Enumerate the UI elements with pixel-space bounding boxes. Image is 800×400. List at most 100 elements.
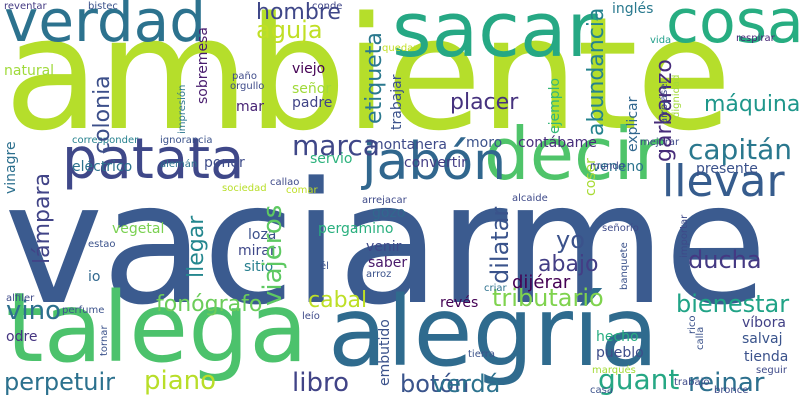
word-veneno: veneno [592, 159, 644, 175]
word-mejorar: mejorar [640, 137, 680, 148]
word-decir: decir [484, 112, 664, 196]
word-odre: odre [6, 329, 38, 345]
word-reventar: reventar [4, 1, 47, 12]
word-arroz: arroz [366, 269, 392, 280]
word-marca: marca [292, 129, 380, 162]
word-bronce: bronce [714, 385, 749, 396]
word-orgullo: orgullo [230, 81, 265, 92]
word-cosa: cosa [666, 0, 800, 57]
word-abundancia: abundancia [584, 7, 609, 136]
word-sociedad: sociedad [222, 183, 267, 194]
word-trabajar: trabajar [389, 74, 405, 130]
word-placer: placer [450, 90, 519, 115]
word-sacar: sacar [392, 0, 598, 74]
word-presente: presente [696, 161, 758, 177]
word-coser: coser [583, 158, 599, 196]
word-sitio: sitio [244, 259, 274, 275]
word-criar: criar [484, 283, 507, 294]
word-pano: paño [232, 71, 257, 82]
word-ducha: ducha [688, 246, 762, 274]
word-tienda: tienda [744, 349, 789, 365]
word-etiqueta: etiqueta [362, 32, 387, 124]
word-impresion: impresión [177, 84, 188, 134]
word-quedar: quedar [382, 43, 418, 54]
word-trabajo: trabajo [674, 377, 710, 388]
word-ignorancia: ignorancia [160, 135, 213, 146]
word-bistec: bistec [88, 1, 118, 12]
word-bienestar: bienestar [676, 290, 790, 318]
word-perfume: perfume [62, 305, 105, 316]
word-seguir: seguir [756, 365, 787, 376]
word-mirar: mirar [238, 243, 276, 259]
word-comar: comar [286, 185, 318, 196]
word-ejemplo: ejemplo [547, 77, 563, 134]
word-abajo: abajo [538, 252, 599, 277]
word-pergamino: pergamino [318, 221, 394, 237]
word-dijerar: dijérar [512, 272, 571, 293]
word-leio: leío [302, 311, 320, 322]
word-verda: verdá [432, 370, 501, 398]
word-callao: callao [270, 177, 300, 188]
word-convertir: convertir [404, 155, 467, 171]
word-jabon: jabón [362, 132, 507, 192]
word-vegetal: vegetal [112, 221, 165, 237]
word-corresponder: corresponder [72, 135, 139, 146]
word-mar: mar [236, 99, 264, 115]
word-sobremesa: sobremesa [195, 27, 211, 104]
word-talega: talega [6, 272, 308, 384]
word-aleman: alemán [160, 159, 198, 170]
word-electrico: eléctrico [72, 159, 133, 175]
word-respirar: respirar [736, 33, 775, 44]
word-calla: calla [695, 326, 706, 350]
word-mundo: mundo [590, 161, 625, 172]
word-tributario: tributario [492, 284, 604, 312]
word-venir: venir [366, 239, 402, 255]
word-casa: casa [590, 385, 613, 396]
word-el: él [320, 261, 329, 272]
word-vida: vida [650, 35, 672, 46]
word-viajeros: viajeros [258, 204, 288, 306]
word-conde: conde [312, 1, 343, 12]
word-yo: yo [556, 226, 585, 254]
word-poner: poner [204, 155, 245, 171]
word-ingles: inglés [612, 1, 654, 17]
word-arrojasel: arrojásel [659, 80, 670, 124]
word-tierra: tierra [468, 349, 496, 360]
word-importar: importar [679, 214, 690, 258]
word-estao: estao [88, 239, 116, 250]
word-embutido: embutido [377, 319, 393, 386]
word-tornar: tornar [99, 325, 110, 356]
word-lampara: lámpara [30, 173, 55, 264]
word-hombre: hombre [256, 0, 341, 25]
word-saber: saber [368, 255, 408, 271]
word-verdad: verdad [4, 0, 207, 55]
word-capitan: capitán [688, 133, 792, 166]
word-llevar: llevar [662, 156, 785, 207]
word-moro: moro [466, 135, 503, 151]
word-vaciarme: vaciarme [4, 146, 767, 342]
word-maquina: máquina [704, 92, 800, 117]
word-gozo: gozo [372, 205, 406, 221]
word-reinar: reinar [688, 368, 765, 398]
word-piano: piano [144, 366, 217, 396]
word-contabame: contábame [518, 135, 597, 151]
word-io: io [88, 269, 101, 285]
word-pueblo: pueblo [596, 345, 644, 361]
word-fonografo: fonógrafo [156, 292, 263, 317]
word-llegar: llegar [184, 215, 209, 278]
word-senor: señor [292, 81, 332, 97]
word-vinagre: vinagre [3, 141, 19, 194]
word-ambiente: ambiente [4, 0, 732, 165]
word-patata: patata [62, 127, 245, 192]
word-guant: guant [598, 363, 680, 396]
word-alcaide: alcaide [512, 193, 548, 204]
word-dilatar: dilatar [486, 206, 514, 284]
word-libro: libro [292, 368, 349, 398]
word-vibora: víbora [742, 315, 786, 331]
word-hecho: hecho [596, 329, 639, 345]
word-colonia: colonia [90, 75, 115, 154]
word-banquete: banquete [619, 242, 630, 290]
word-padre: padre [292, 95, 333, 111]
word-senorio: señorío [602, 223, 639, 234]
